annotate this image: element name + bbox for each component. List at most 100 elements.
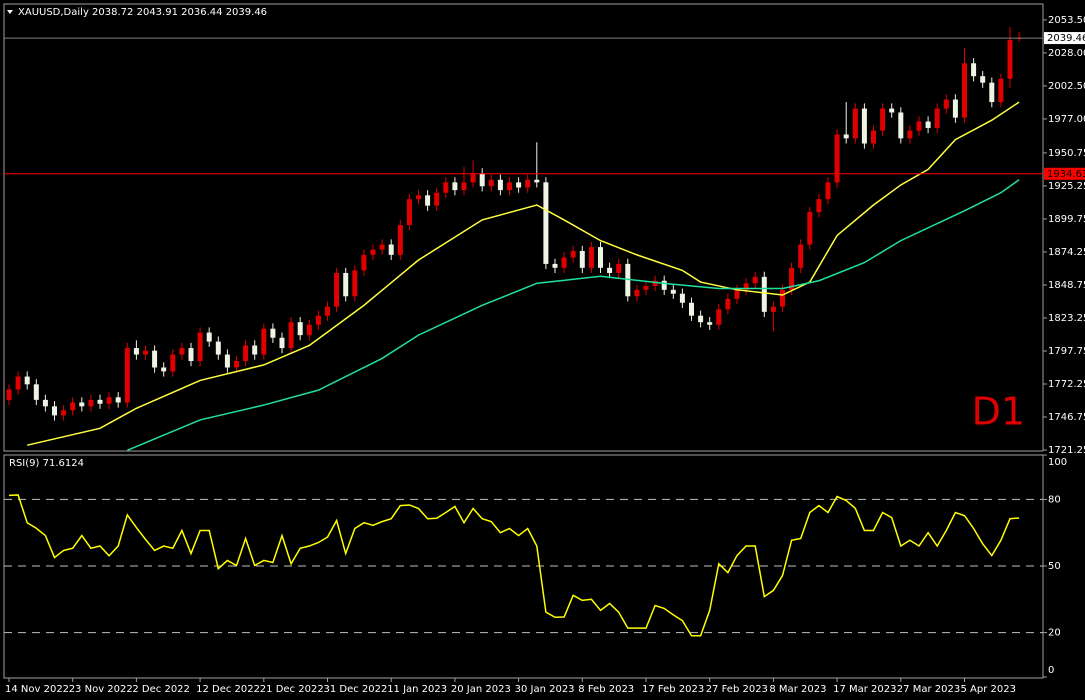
x-tick-label: 11 Jan 2023 bbox=[387, 684, 447, 695]
candle-body bbox=[33, 384, 39, 400]
candle-body bbox=[752, 276, 758, 284]
candle-body bbox=[698, 315, 704, 323]
candle-body bbox=[325, 306, 330, 316]
y-tick-label: 1721.25 bbox=[1048, 445, 1085, 456]
candle-body bbox=[397, 225, 403, 255]
candle-body bbox=[133, 348, 139, 355]
candle-body bbox=[816, 199, 822, 213]
candle-body bbox=[388, 244, 394, 255]
main-panel bbox=[3, 3, 1044, 452]
candle-body bbox=[943, 99, 949, 109]
candle-body bbox=[798, 244, 804, 268]
candle-body bbox=[789, 267, 795, 290]
candle-body bbox=[170, 354, 176, 372]
rsi-title: RSI(9) bbox=[9, 458, 40, 469]
candle-body bbox=[588, 247, 594, 268]
symbol: XAUUSD,Daily bbox=[18, 7, 89, 18]
candle-body bbox=[42, 399, 48, 407]
y-tick-label: 1874.25 bbox=[1048, 247, 1085, 258]
x-tick-label: 31 Dec 2022 bbox=[324, 684, 388, 695]
candle-body bbox=[61, 410, 67, 416]
candle-body bbox=[179, 348, 185, 355]
x-tick-label: 8 Feb 2023 bbox=[578, 684, 634, 695]
candle-body bbox=[543, 182, 549, 264]
candle-body bbox=[379, 244, 385, 250]
candle-body bbox=[24, 376, 30, 385]
candle-body bbox=[488, 179, 494, 187]
candle-body bbox=[143, 350, 148, 355]
header: XAUUSD,Daily 2038.72 2043.91 2036.44 203… bbox=[18, 7, 267, 18]
candle-body bbox=[807, 212, 813, 245]
candle-body bbox=[907, 130, 913, 139]
candle-body bbox=[70, 402, 76, 411]
candle-body bbox=[315, 315, 321, 325]
candle-body bbox=[861, 108, 867, 144]
y-tick-label: 1848.75 bbox=[1048, 280, 1085, 291]
candle-body bbox=[834, 134, 840, 183]
rsi-tick-label: 80 bbox=[1048, 494, 1061, 505]
rsi-tick-label: 0 bbox=[1048, 665, 1054, 676]
low: 2036.44 bbox=[181, 7, 222, 18]
timeframe-label: D1 bbox=[972, 390, 1025, 434]
candle-body bbox=[579, 250, 585, 268]
price-line-label: 1934.63 bbox=[1047, 169, 1085, 180]
candle-body bbox=[552, 263, 558, 268]
y-tick-label: 2002.50 bbox=[1048, 81, 1085, 92]
candle-body bbox=[725, 298, 731, 310]
candle-body bbox=[561, 257, 567, 268]
candle-body bbox=[470, 173, 476, 183]
candle-body bbox=[79, 402, 85, 407]
candle-body bbox=[6, 389, 12, 400]
x-tick-label: 20 Jan 2023 bbox=[451, 684, 511, 695]
x-tick-label: 2 Dec 2022 bbox=[132, 684, 190, 695]
x-tick-label: 27 Feb 2023 bbox=[706, 684, 768, 695]
rsi-line bbox=[8, 494, 1020, 637]
y-tick-label: 1772.25 bbox=[1048, 379, 1085, 390]
candle-body bbox=[297, 322, 303, 336]
candle-body bbox=[161, 367, 167, 372]
candle-body bbox=[871, 130, 876, 144]
candle-body bbox=[716, 309, 722, 325]
x-tick-label: 30 Jan 2023 bbox=[515, 684, 575, 695]
candle-body bbox=[952, 99, 958, 118]
candle-body bbox=[971, 63, 977, 77]
candle-body bbox=[88, 399, 94, 407]
y-tick-label: 1899.75 bbox=[1048, 214, 1085, 225]
candle-body bbox=[243, 345, 249, 362]
candle-body bbox=[279, 337, 285, 349]
candle-body bbox=[634, 289, 640, 297]
x-tick-label: 12 Dec 2022 bbox=[196, 684, 260, 695]
rsi-header: RSI(9) 71.6124 bbox=[9, 458, 84, 469]
y-tick-label: 1950.75 bbox=[1048, 148, 1085, 159]
x-tick-label: 14 Nov 2022 bbox=[5, 684, 69, 695]
candle-body bbox=[934, 108, 940, 128]
candle-body bbox=[343, 272, 349, 297]
candle-body bbox=[689, 302, 694, 316]
candle-body bbox=[734, 289, 740, 299]
x-tick-label: 17 Mar 2023 bbox=[833, 684, 896, 695]
candle-body bbox=[652, 280, 658, 286]
y-tick-label: 1925.25 bbox=[1048, 181, 1085, 192]
candle-body bbox=[607, 267, 613, 273]
y-tick-label: 1746.75 bbox=[1048, 412, 1085, 423]
candle-body bbox=[916, 121, 922, 131]
candle-body bbox=[998, 78, 1004, 103]
candle-body bbox=[707, 322, 713, 325]
rsi-tick-label: 50 bbox=[1048, 561, 1061, 572]
candle-body bbox=[670, 289, 676, 294]
candle-body bbox=[197, 332, 203, 362]
candle-body bbox=[925, 121, 931, 128]
candle-body bbox=[352, 270, 358, 297]
candle-body bbox=[252, 345, 258, 355]
candle-body bbox=[516, 182, 522, 188]
candle-body bbox=[898, 112, 904, 139]
moving-average bbox=[127, 179, 1020, 452]
x-tick-label: 5 Apr 2023 bbox=[961, 684, 1016, 695]
candle-body bbox=[679, 293, 685, 303]
candle-body bbox=[15, 376, 21, 390]
candle-body bbox=[106, 397, 112, 404]
candle-body bbox=[224, 354, 230, 368]
menu-arrow[interactable] bbox=[7, 10, 13, 14]
